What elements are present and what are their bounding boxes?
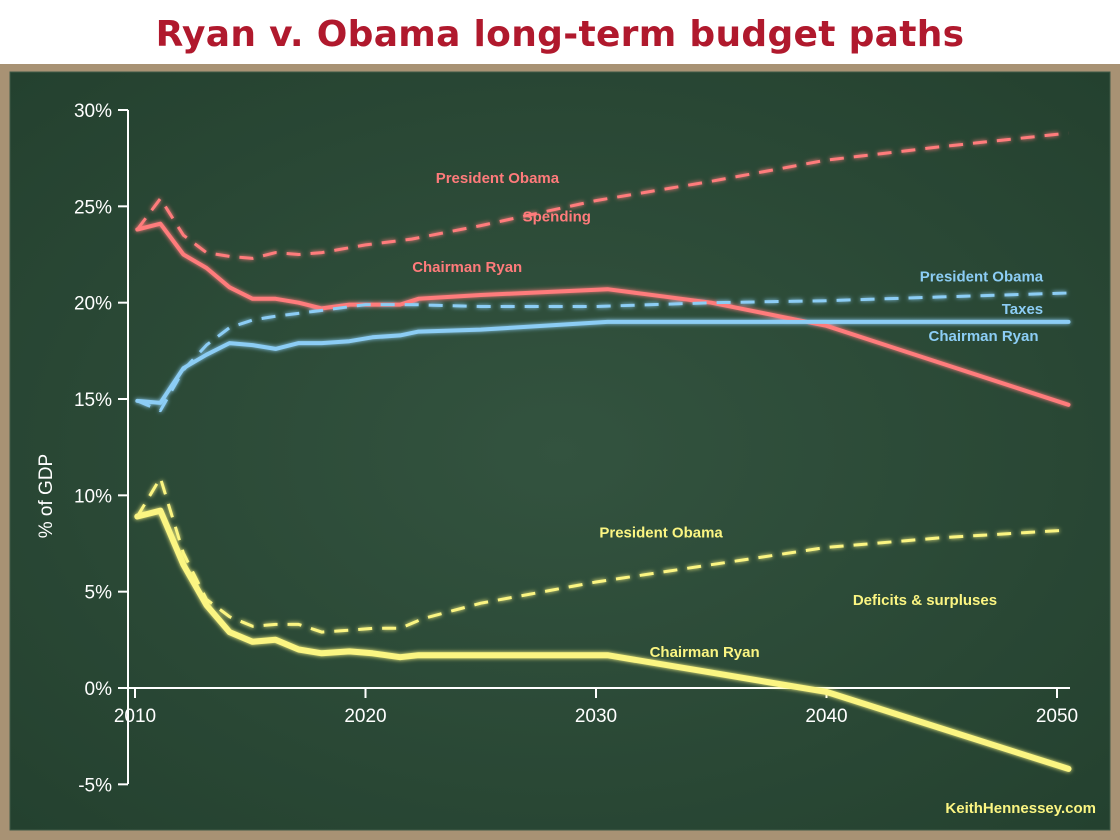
series-line-4 — [135, 319, 1071, 405]
series-annotation: Chairman Ryan — [650, 644, 760, 661]
y-tick-label: -5% — [78, 775, 112, 796]
y-tick-label: 10% — [74, 486, 112, 507]
y-axis-label: % of GDP — [36, 454, 57, 538]
series-annotation: Deficits & surpluses — [853, 592, 997, 609]
chart-title: Ryan v. Obama long-term budget paths — [155, 14, 965, 55]
y-tick-label: 25% — [74, 197, 112, 218]
series-annotation: Chairman Ryan — [412, 259, 522, 276]
y-tick-label: 15% — [74, 390, 112, 411]
x-ticks: 2010 2020 2030 2040 2050 — [114, 688, 1078, 727]
series-line-2 — [135, 221, 1071, 407]
series-annotation: President Obama — [599, 525, 723, 542]
series-annotation: Taxes — [1002, 301, 1043, 318]
x-tick-label: 2010 — [114, 706, 156, 727]
y-tick-label: 30% — [74, 101, 112, 122]
y-tick-label: 5% — [85, 583, 113, 604]
series-annotation: President Obama — [920, 268, 1044, 285]
series-line-3 — [136, 291, 1069, 413]
y-ticks: 30% 25% 20% 15% 10% 5% 0% -5% — [74, 101, 128, 796]
annotations-group: President Obama Spending Chairman Ryan Pres… — [412, 170, 1044, 661]
x-tick-label: 2050 — [1036, 706, 1078, 727]
x-tick-label: 2040 — [805, 706, 847, 727]
series-line-6 — [134, 507, 1072, 772]
budget-line-chart: 30%25%20%15%10%5%0%-5% 2010 2020 2030 2040 2… — [9, 71, 1111, 831]
axes-group: 30%25%20%15%10%5%0%-5% 2010 2020 2030 2040 2… — [36, 101, 1078, 796]
y-tick-label: 0% — [85, 679, 113, 700]
x-tick-label: 2020 — [344, 706, 386, 727]
series-group — [134, 131, 1072, 772]
y-tick-label: 20% — [74, 294, 112, 315]
chalkboard-surface — [9, 71, 1111, 831]
watermark: KeithHennessey.com — [945, 800, 1096, 817]
series-annotation: Chairman Ryan — [929, 328, 1039, 345]
x-tick-label: 2030 — [575, 706, 617, 727]
chalkboard-frame: 30% 25% 20% 15% 10% 5% 0% -5% 2010 2020 2030 2040 2… — [0, 64, 1120, 840]
series-annotation: Spending — [523, 209, 591, 226]
series-annotation: President Obama — [436, 170, 560, 187]
series-line-1 — [136, 131, 1069, 260]
